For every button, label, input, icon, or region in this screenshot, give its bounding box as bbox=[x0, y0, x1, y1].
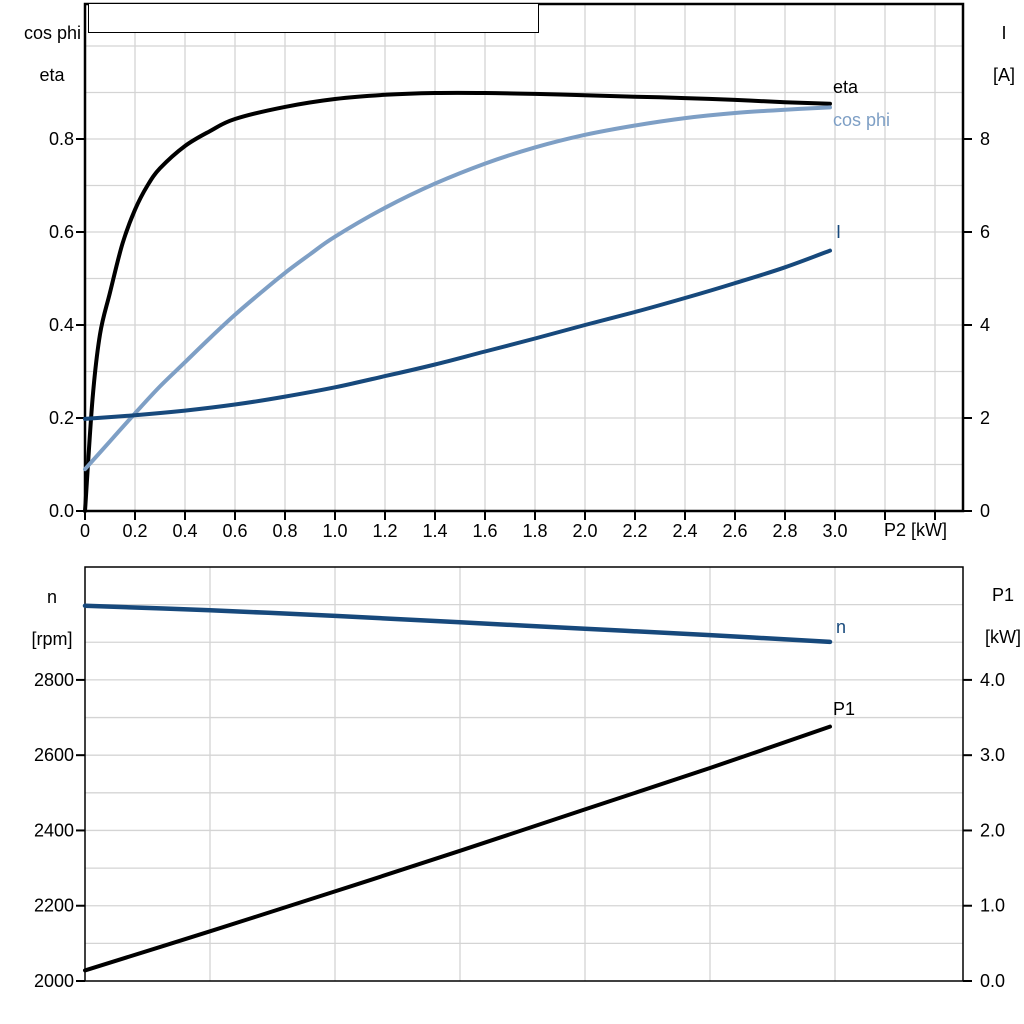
x-axis-tick-label: 1.2 bbox=[372, 521, 397, 541]
left-axis-title-line1: cos phi bbox=[24, 23, 82, 43]
right-axis-title-line2: [A] bbox=[993, 65, 1016, 85]
right-axis-title-bottom: P1 [kW] bbox=[964, 564, 1022, 669]
right-axis-tick-label: 1.0 bbox=[980, 896, 1005, 916]
x-axis-tick-label: 0.8 bbox=[272, 521, 297, 541]
left-axis-title-line2: [rpm] bbox=[31, 629, 73, 649]
right-axis-tick-label: 3.0 bbox=[980, 745, 1005, 765]
curve-cos-phi bbox=[83, 105, 832, 472]
right-axis-tick-label: 0.0 bbox=[980, 971, 1005, 991]
x-axis-tick-label: 1.0 bbox=[322, 521, 347, 541]
right-axis-title-line2: [kW] bbox=[985, 627, 1021, 647]
curve-P1 bbox=[83, 724, 832, 973]
left-axis-title-line2: eta bbox=[39, 65, 65, 85]
x-axis-tick-label: 2.0 bbox=[572, 521, 597, 541]
curve-label-cos-phi: cos phi bbox=[833, 110, 890, 130]
curve-label-I: I bbox=[836, 222, 841, 242]
left-axis-tick-label: 2400 bbox=[34, 820, 74, 840]
left-axis-tick-label: 0.6 bbox=[49, 222, 74, 242]
right-axis-tick-label: 2.0 bbox=[980, 820, 1005, 840]
plot-frame-bottom-chart bbox=[84, 566, 964, 982]
x-axis-tick-label: 1.4 bbox=[422, 521, 447, 541]
left-axis-title-line1: n bbox=[47, 587, 58, 607]
left-axis-tick-label: 2200 bbox=[34, 896, 74, 916]
curve-label-eta: eta bbox=[833, 77, 859, 97]
right-axis-tick-label: 4.0 bbox=[980, 670, 1005, 690]
left-axis-tick-label: 2000 bbox=[34, 971, 74, 991]
curve-I bbox=[83, 248, 832, 421]
left-axis-tick-label: 0.2 bbox=[49, 408, 74, 428]
left-axis-title-bottom: n [rpm] bbox=[6, 566, 78, 671]
left-axis-title-top: cos phi eta bbox=[4, 2, 82, 107]
x-axis-tick-label: 2.6 bbox=[722, 521, 747, 541]
curve-label-P1: P1 bbox=[833, 699, 855, 719]
curve-eta bbox=[83, 90, 832, 513]
right-axis-title-top: I [A] bbox=[968, 2, 1020, 107]
right-axis-tick-label: 4 bbox=[980, 315, 990, 335]
x-axis-tick-label: 2.4 bbox=[672, 521, 697, 541]
x-axis-tick-label: 1.6 bbox=[472, 521, 497, 541]
right-axis-title-line1: I bbox=[1001, 23, 1007, 43]
curve-label-n: n bbox=[836, 617, 846, 637]
left-axis-tick-label: 2600 bbox=[34, 745, 74, 765]
right-axis-title-line1: P1 bbox=[991, 585, 1015, 605]
x-axis-tick-label: 2.8 bbox=[772, 521, 797, 541]
curve-n bbox=[82, 603, 833, 645]
x-axis-tick-label: 2.2 bbox=[622, 521, 647, 541]
title-box: TP80-140/2 + 90LG 2.2 kW 3*400 V, 50 Hz bbox=[88, 3, 539, 33]
x-axis-tick-label: 0 bbox=[80, 521, 90, 541]
x-axis-tick-label: 3.0 bbox=[822, 521, 847, 541]
plot-frame-top-chart bbox=[83, 2, 965, 513]
left-axis-tick-label: 0.4 bbox=[49, 315, 74, 335]
x-axis-label: P2 [kW] bbox=[884, 520, 948, 540]
right-axis-tick-label: 6 bbox=[980, 222, 990, 242]
left-axis-tick-label: 0.8 bbox=[49, 129, 74, 149]
x-axis-tick-label: 0.4 bbox=[172, 521, 197, 541]
right-axis-tick-label: 0 bbox=[980, 501, 990, 521]
x-axis-tick-label: 0.2 bbox=[122, 521, 147, 541]
right-axis-tick-label: 2 bbox=[980, 408, 990, 428]
left-axis-tick-label: 0.0 bbox=[49, 501, 74, 521]
left-axis-tick-label: 2800 bbox=[34, 670, 74, 690]
x-axis-tick-label: 0.6 bbox=[222, 521, 247, 541]
x-axis-tick-label: 1.8 bbox=[522, 521, 547, 541]
right-axis-tick-label: 8 bbox=[980, 129, 990, 149]
